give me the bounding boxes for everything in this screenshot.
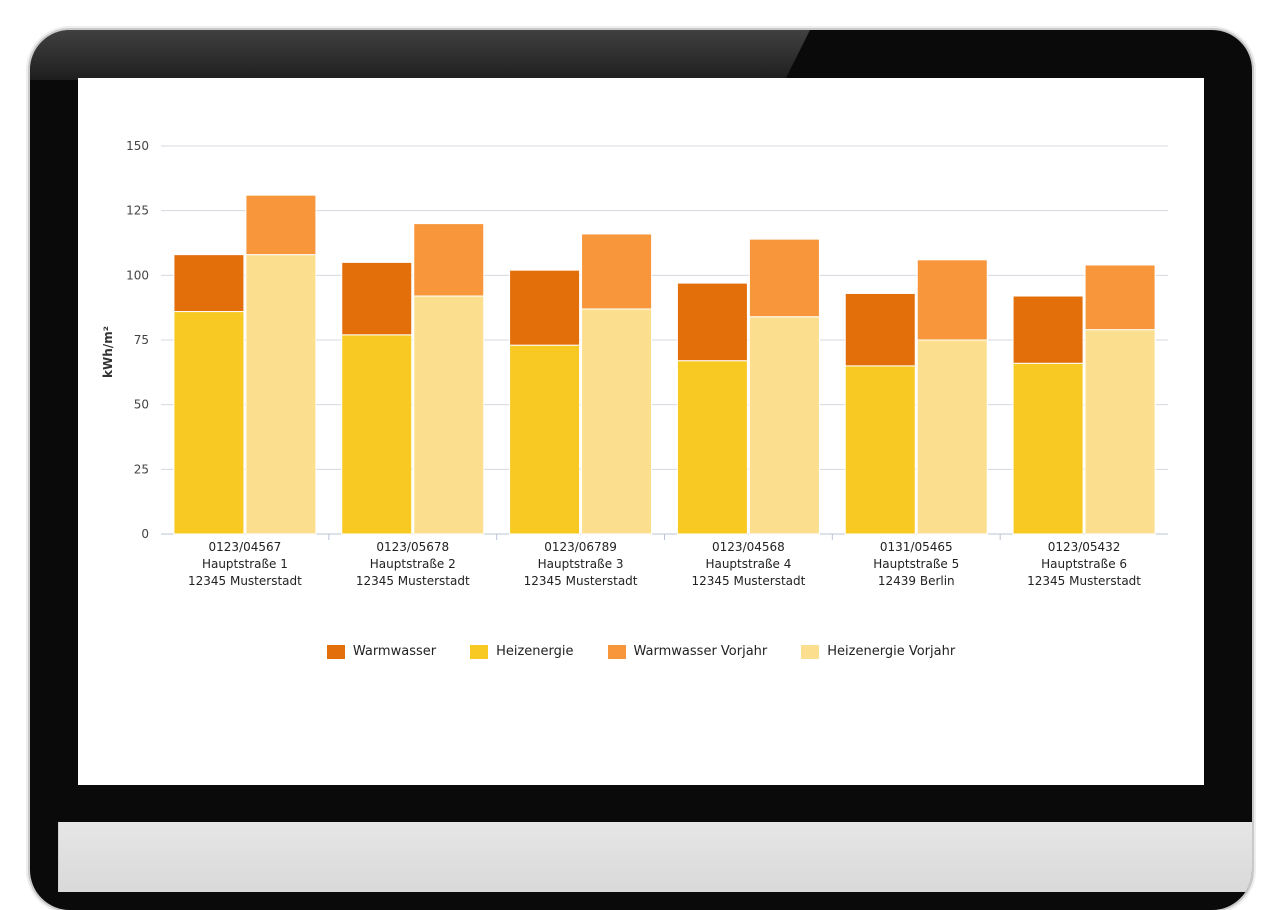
bar-heizenergie-vorjahr <box>748 316 820 535</box>
x-tick-label: Hauptstraße 5 <box>873 557 959 571</box>
bar-warmwasser-vorjahr <box>916 259 988 341</box>
legend-label: Heizenergie <box>496 644 574 659</box>
bar-warmwasser <box>1012 295 1084 364</box>
legend-item[interactable]: Warmwasser Vorjahr <box>607 644 768 659</box>
monitor-bezel: 0 25 50 75 100 125 150 kWh/m² 0123/04567 Hauptstr… <box>30 30 1252 910</box>
y-tick-label: 125 <box>126 204 149 218</box>
x-tick-label: 0131/05465 <box>880 540 953 554</box>
x-tick-label: 0123/05678 <box>376 540 449 554</box>
bar-warmwasser-vorjahr <box>413 223 485 297</box>
bar-heizenergie <box>173 311 245 535</box>
energy-bar-chart: 0 25 50 75 100 125 150 kWh/m² 0123/04567 Hauptstr… <box>101 139 1168 588</box>
bars <box>173 194 1156 535</box>
x-tick-label: Hauptstraße 4 <box>705 557 791 571</box>
y-tick-label: 0 <box>141 527 149 541</box>
legend-label: Warmwasser <box>352 644 437 659</box>
bar-heizenergie <box>676 360 748 535</box>
x-tick-label: 0123/04568 <box>712 540 785 554</box>
monitor-chin <box>58 822 1252 892</box>
bar-heizenergie-vorjahr <box>245 254 317 535</box>
bar-warmwasser <box>509 269 581 346</box>
chart-legend: Warmwasser Heizenergie Warmwasser Vorjahr H… <box>78 644 1204 659</box>
bezel-glare <box>30 30 810 80</box>
bar-warmwasser <box>844 292 916 367</box>
bar-heizenergie-vorjahr <box>581 308 653 535</box>
y-tick-label: 100 <box>126 268 149 282</box>
monitor-screen: 0 25 50 75 100 125 150 kWh/m² 0123/04567 Hauptstr… <box>78 78 1204 785</box>
x-tick-label: 12439 Berlin <box>878 574 955 588</box>
legend-swatch <box>607 644 626 659</box>
x-tick-label: Hauptstraße 3 <box>538 557 624 571</box>
x-tick-label: 12345 Musterstadt <box>691 574 805 588</box>
bar-heizenergie <box>844 365 916 535</box>
legend-item[interactable]: Warmwasser <box>326 644 437 659</box>
legend-swatch <box>326 644 345 659</box>
bar-warmwasser-vorjahr <box>245 194 317 256</box>
y-tick-label: 75 <box>134 333 149 347</box>
x-tick-label: 0123/05432 <box>1048 540 1121 554</box>
y-axis-title: kWh/m² <box>101 326 115 378</box>
bar-warmwasser-vorjahr <box>581 233 653 310</box>
y-tick-label: 50 <box>134 398 149 412</box>
x-tick-label: Hauptstraße 6 <box>1041 557 1127 571</box>
legend-swatch <box>801 644 820 659</box>
grid-lines <box>161 145 1168 535</box>
bar-heizenergie <box>1012 362 1084 535</box>
y-tick-label: 150 <box>126 139 149 153</box>
bar-heizenergie-vorjahr <box>413 295 485 535</box>
legend-item[interactable]: Heizenergie <box>470 644 574 659</box>
x-tick-label: 12345 Musterstadt <box>1027 574 1141 588</box>
x-tick-label: 12345 Musterstadt <box>524 574 638 588</box>
legend-item[interactable]: Heizenergie Vorjahr <box>801 644 955 659</box>
bar-warmwasser-vorjahr <box>748 238 820 318</box>
bar-heizenergie-vorjahr <box>916 339 988 535</box>
x-tick-label: 0123/06789 <box>544 540 617 554</box>
bar-warmwasser <box>173 254 245 313</box>
bar-heizenergie <box>341 334 413 535</box>
x-tick-label: 12345 Musterstadt <box>356 574 470 588</box>
legend-label: Heizenergie Vorjahr <box>827 644 956 659</box>
legend-swatch <box>470 644 489 659</box>
bar-warmwasser <box>341 261 413 336</box>
x-tick-label: Hauptstraße 2 <box>370 557 456 571</box>
x-tick-label: Hauptstraße 1 <box>202 557 288 571</box>
axes: 0 25 50 75 100 125 150 kWh/m² 0123/04567 Hauptstr… <box>101 139 1141 588</box>
legend-label: Warmwasser Vorjahr <box>633 644 768 659</box>
bar-warmwasser <box>676 282 748 362</box>
x-tick-label: 0123/04567 <box>209 540 282 554</box>
bar-heizenergie-vorjahr <box>1084 329 1156 535</box>
bar-warmwasser-vorjahr <box>1084 264 1156 331</box>
bar-heizenergie <box>509 344 581 535</box>
x-tick-label: 12345 Musterstadt <box>188 574 302 588</box>
y-tick-label: 25 <box>134 462 149 476</box>
